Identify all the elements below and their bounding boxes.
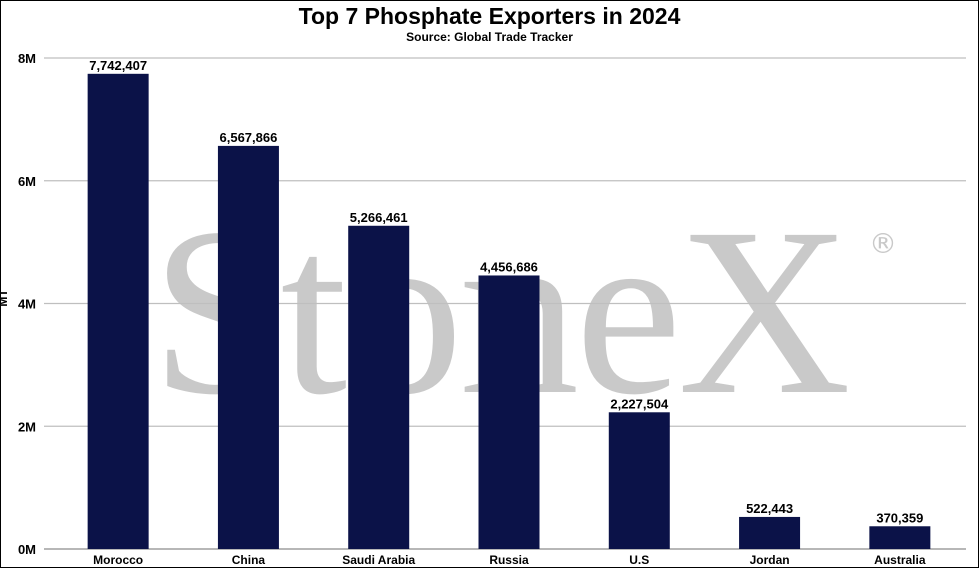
data-label: 370,359 bbox=[876, 510, 923, 525]
bar bbox=[478, 275, 540, 549]
x-tick-label: Morocco bbox=[93, 553, 143, 567]
data-label: 5,266,461 bbox=[350, 210, 408, 225]
chart-subtitle: Source: Global Trade Tracker bbox=[406, 30, 573, 44]
y-tick-label: 0M bbox=[18, 542, 36, 557]
bar bbox=[869, 526, 931, 549]
bar bbox=[739, 516, 801, 549]
bar bbox=[87, 73, 149, 550]
data-label: 6,567,866 bbox=[220, 130, 278, 145]
y-tick-label: 4M bbox=[18, 297, 36, 312]
x-tick-label: Australia bbox=[874, 553, 926, 567]
x-tick-label: Russia bbox=[489, 553, 529, 567]
x-tick-label: China bbox=[232, 553, 266, 567]
y-tick-label: 6M bbox=[18, 174, 36, 189]
bar bbox=[217, 145, 279, 549]
bar bbox=[348, 225, 410, 550]
y-tick-label: 8M bbox=[18, 51, 36, 66]
y-tick-label: 2M bbox=[18, 419, 36, 434]
data-label: 2,227,504 bbox=[610, 396, 669, 411]
data-label: 4,456,686 bbox=[480, 259, 538, 274]
x-tick-label: Saudi Arabia bbox=[342, 553, 415, 567]
y-axis-label: MT bbox=[0, 289, 10, 307]
x-tick-label: Jordan bbox=[750, 553, 790, 567]
data-label: 7,742,407 bbox=[89, 58, 147, 73]
data-label: 522,443 bbox=[746, 501, 793, 516]
chart-title: Top 7 Phosphate Exporters in 2024 bbox=[298, 3, 681, 29]
registered-mark: ® bbox=[869, 227, 897, 260]
bar bbox=[608, 412, 670, 549]
x-tick-label: U.S bbox=[629, 553, 649, 567]
